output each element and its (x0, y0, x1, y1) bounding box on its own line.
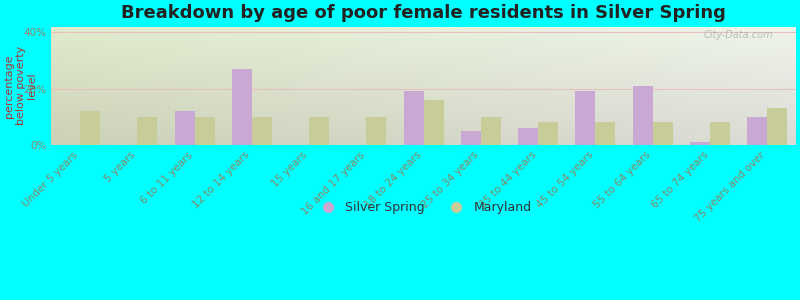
Bar (461, 131, 481, 145)
Bar (194, 117, 214, 145)
Bar (403, 92, 424, 145)
Bar (710, 122, 730, 145)
Bar (690, 142, 710, 145)
Bar (653, 122, 673, 145)
Bar (252, 117, 272, 145)
Bar (481, 117, 501, 145)
Bar (424, 100, 444, 145)
Bar (595, 122, 615, 145)
Bar (747, 117, 767, 145)
Title: Breakdown by age of poor female residents in Silver Spring: Breakdown by age of poor female resident… (121, 4, 726, 22)
Bar (538, 122, 558, 145)
Legend: Silver Spring, Maryland: Silver Spring, Maryland (310, 196, 537, 219)
Bar (309, 117, 329, 145)
Bar (518, 128, 538, 145)
Bar (80, 111, 100, 145)
Bar (138, 117, 158, 145)
Bar (767, 108, 787, 145)
Bar (174, 111, 194, 145)
Bar (232, 69, 252, 145)
Bar (633, 86, 653, 145)
Text: City-Data.com: City-Data.com (704, 30, 774, 40)
Y-axis label: percentage
below poverty
level: percentage below poverty level (4, 46, 38, 125)
Bar (366, 117, 386, 145)
Bar (575, 92, 595, 145)
